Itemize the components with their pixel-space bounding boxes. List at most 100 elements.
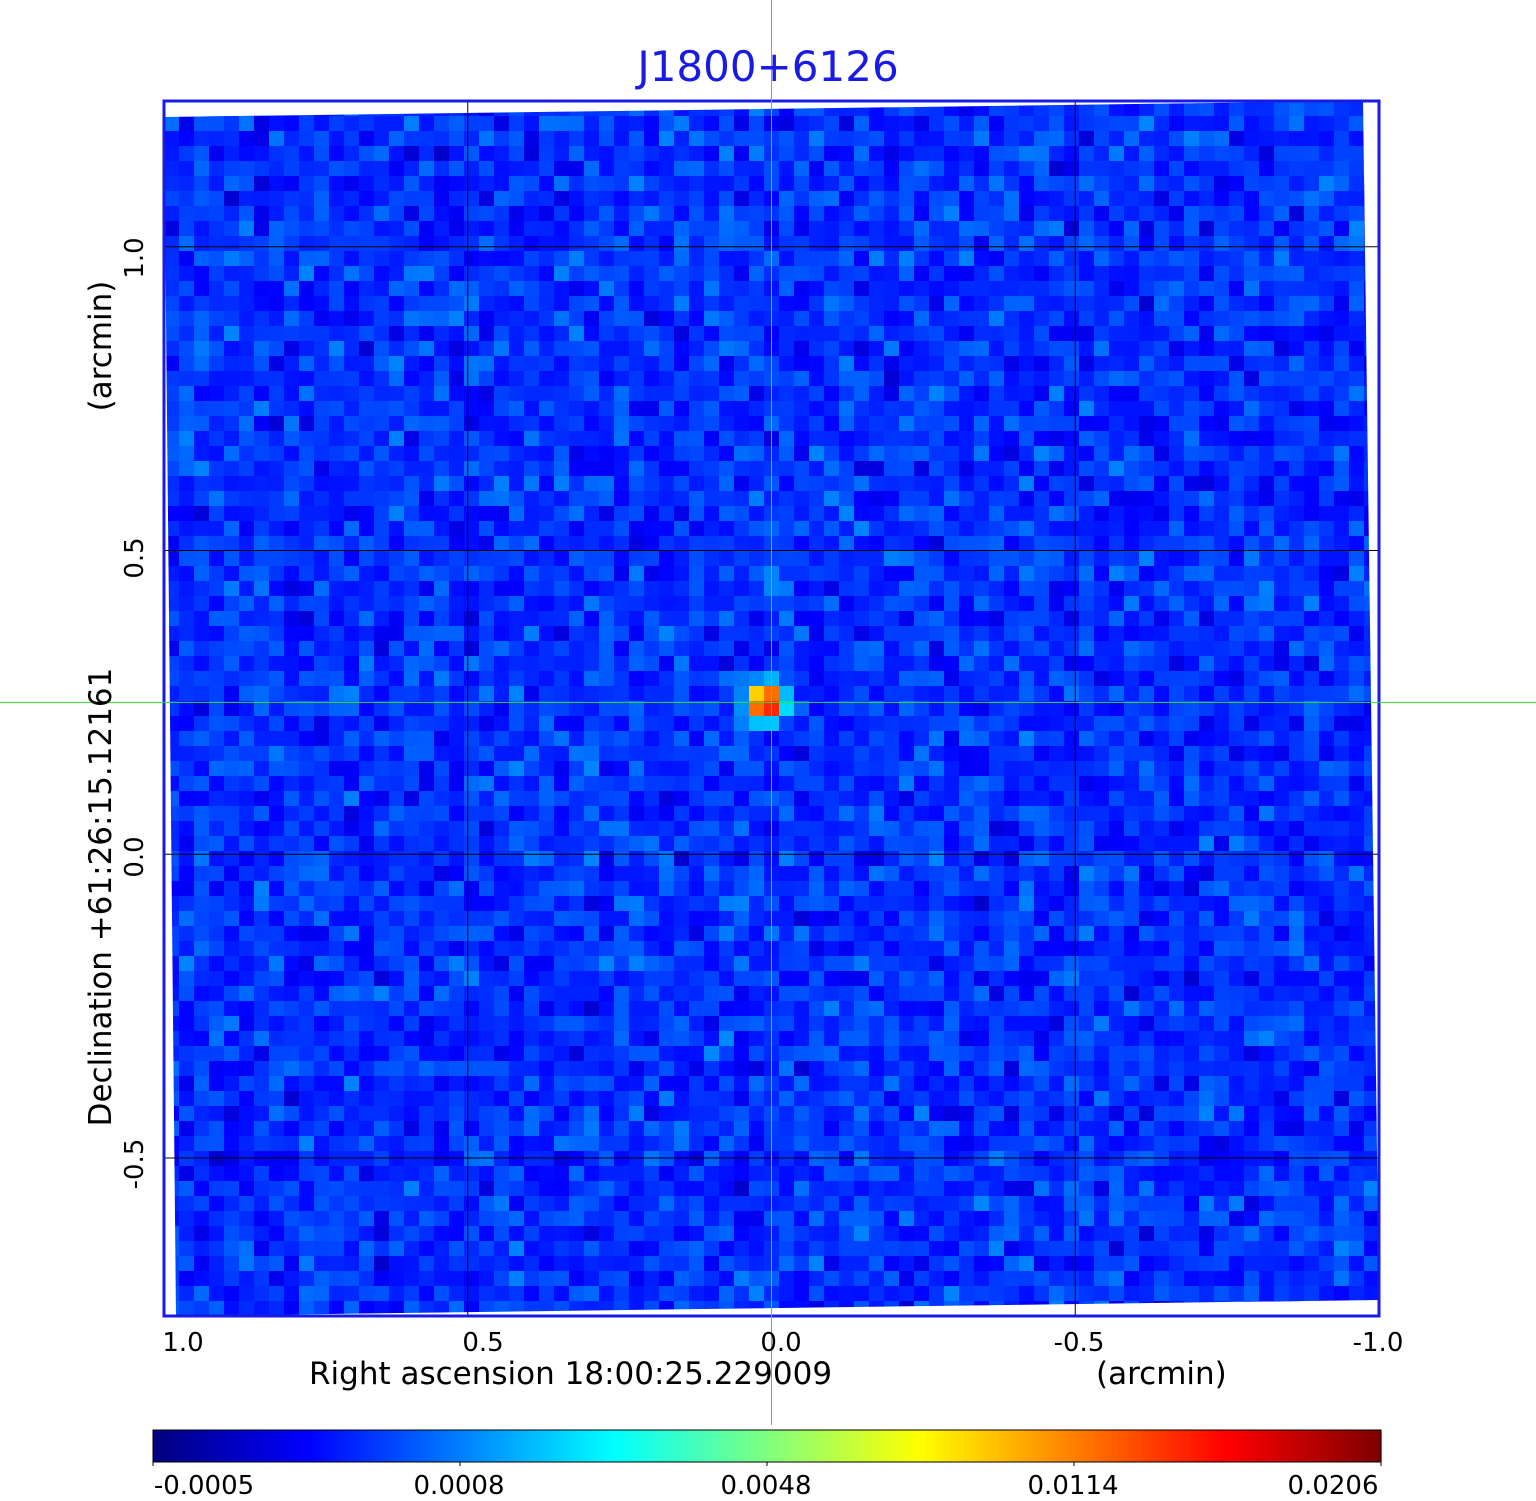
image-pixel (329, 131, 345, 147)
image-pixel (1289, 776, 1305, 792)
image-pixel (209, 776, 225, 792)
image-pixel (284, 986, 300, 1002)
image-pixel (494, 761, 510, 777)
image-pixel (479, 161, 495, 177)
image-pixel (809, 701, 825, 717)
image-pixel (1364, 566, 1379, 582)
image-pixel (374, 1001, 390, 1017)
image-pixel (599, 176, 615, 192)
image-pixel (524, 311, 540, 327)
image-pixel (1124, 986, 1140, 1002)
image-pixel (1094, 476, 1110, 492)
image-pixel (1169, 821, 1185, 837)
image-pixel (599, 206, 615, 222)
image-pixel (1304, 251, 1320, 267)
image-pixel (1169, 221, 1185, 237)
image-pixel (719, 356, 735, 372)
image-pixel (359, 356, 375, 372)
image-pixel (1004, 686, 1020, 702)
image-pixel (194, 221, 210, 237)
image-pixel (419, 431, 435, 447)
image-pixel (1034, 386, 1050, 402)
image-pixel (1304, 641, 1320, 657)
image-pixel (659, 401, 675, 417)
image-pixel (1334, 251, 1350, 267)
image-pixel (1304, 761, 1320, 777)
image-pixel (1259, 851, 1275, 867)
image-pixel (734, 821, 750, 837)
image-pixel (1319, 806, 1335, 822)
image-pixel (479, 236, 495, 252)
image-pixel (1034, 206, 1050, 222)
image-pixel (1139, 116, 1155, 132)
image-pixel (884, 836, 900, 852)
image-pixel (1169, 506, 1185, 522)
image-pixel (284, 386, 300, 402)
image-pixel (884, 521, 900, 537)
image-pixel (1019, 131, 1035, 147)
image-pixel (794, 101, 810, 117)
image-pixel (689, 866, 705, 882)
image-pixel (1349, 881, 1365, 897)
image-pixel (1109, 131, 1125, 147)
image-pixel (449, 386, 465, 402)
image-pixel (299, 371, 315, 387)
image-pixel (809, 206, 825, 222)
image-pixel (719, 506, 735, 522)
image-pixel (614, 566, 630, 582)
image-pixel (1199, 221, 1215, 237)
image-pixel (914, 956, 930, 972)
image-pixel (959, 296, 975, 312)
image-pixel (1214, 941, 1230, 957)
image-pixel (944, 941, 960, 957)
image-pixel (569, 701, 585, 717)
image-pixel (254, 926, 270, 942)
image-pixel (1184, 236, 1200, 252)
image-pixel (1184, 116, 1200, 132)
image-pixel (329, 281, 345, 297)
image-pixel (179, 371, 195, 387)
image-pixel (1214, 596, 1230, 612)
image-pixel (1154, 971, 1170, 987)
image-pixel (344, 836, 360, 852)
image-pixel (929, 746, 945, 762)
image-pixel (989, 806, 1005, 822)
image-pixel (989, 986, 1005, 1002)
image-pixel (584, 476, 600, 492)
image-pixel (569, 431, 585, 447)
image-pixel (434, 941, 450, 957)
image-pixel (629, 641, 645, 657)
image-pixel (914, 596, 930, 612)
image-pixel (974, 311, 990, 327)
image-pixel (974, 1016, 990, 1032)
image-pixel (284, 941, 300, 957)
image-pixel (1004, 941, 1020, 957)
image-pixel (1334, 296, 1350, 312)
image-pixel (914, 176, 930, 192)
image-pixel (1319, 641, 1335, 657)
image-pixel (374, 326, 390, 342)
image-pixel (1139, 506, 1155, 522)
image-pixel (314, 821, 330, 837)
image-pixel (659, 821, 675, 837)
image-pixel (1049, 761, 1065, 777)
image-pixel (269, 206, 285, 222)
image-pixel (359, 596, 375, 612)
image-pixel (869, 281, 885, 297)
image-pixel (794, 716, 810, 732)
image-pixel (674, 911, 690, 927)
image-pixel (329, 146, 345, 162)
image-pixel (464, 911, 480, 927)
image-pixel (1064, 101, 1080, 117)
image-pixel (584, 941, 600, 957)
image-pixel (854, 641, 870, 657)
image-pixel (779, 866, 795, 882)
image-pixel (1319, 176, 1335, 192)
image-pixel (974, 191, 990, 207)
image-pixel (164, 776, 180, 792)
image-pixel (584, 401, 600, 417)
image-pixel (854, 911, 870, 927)
image-pixel (1364, 911, 1379, 927)
image-pixel (1199, 521, 1215, 537)
image-pixel (1364, 386, 1379, 402)
